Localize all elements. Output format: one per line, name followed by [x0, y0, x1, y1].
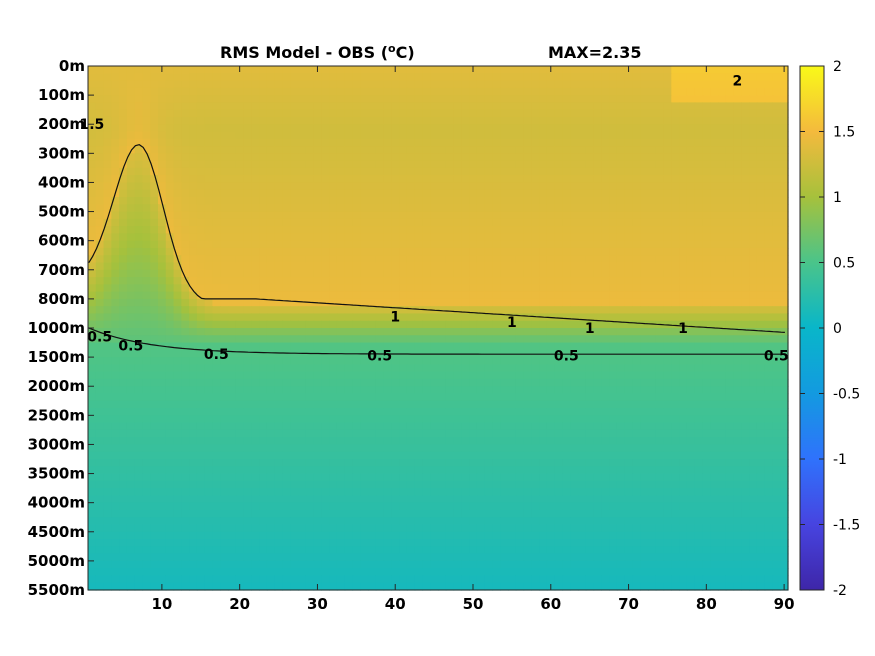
- x-axis-ticks: 10 20 30 40 50 60 70 80 90: [151, 66, 795, 613]
- y-tick-label: 1500m: [28, 348, 85, 366]
- colorbar-tick-label: 0: [833, 321, 842, 337]
- colorbar-ticks: 2 1.5 1 0.5 0 -0.5 -1 -1.5 -2: [800, 59, 860, 599]
- x-tick-label: 90: [774, 595, 795, 613]
- x-tick-label: 20: [229, 595, 250, 613]
- colorbar-tick-label: -0.5: [833, 387, 860, 403]
- y-tick-label: 0m: [59, 57, 85, 75]
- y-tick-label: 2000m: [28, 377, 85, 395]
- y-tick-label: 3500m: [28, 465, 85, 483]
- contour-label: 0.5: [367, 349, 392, 365]
- colorbar-tick-label: -1: [833, 452, 847, 468]
- contour-label: 1: [507, 315, 517, 331]
- colorbar-tick-label: -2: [833, 583, 847, 599]
- y-tick-label: 100m: [38, 86, 85, 104]
- colorbar-tick-label: -1.5: [833, 518, 860, 534]
- y-tick-label: 3000m: [28, 435, 85, 453]
- x-tick-label: 80: [696, 595, 717, 613]
- colorbar-tick-label: 1: [833, 190, 842, 206]
- y-tick-label: 200m: [38, 115, 85, 133]
- y-tick-label: 4500m: [28, 523, 85, 541]
- y-tick-label: 2500m: [28, 406, 85, 424]
- colorbar-tick-label: 0.5: [833, 256, 855, 272]
- x-tick-label: 40: [385, 595, 406, 613]
- y-tick-label: 700m: [38, 261, 85, 279]
- max-label: MAX=2.35: [548, 43, 642, 62]
- y-tick-label: 5500m: [28, 581, 85, 599]
- x-tick-label: 60: [540, 595, 561, 613]
- y-tick-label: 500m: [38, 203, 85, 221]
- contour-lines: [88, 144, 785, 355]
- x-tick-label: 70: [618, 595, 639, 613]
- contour-label: 0.5: [554, 349, 579, 365]
- x-tick-label: 30: [307, 595, 328, 613]
- contour-label: 0.5: [118, 339, 143, 355]
- contour-label: 1: [585, 321, 595, 337]
- contour-label: 1: [390, 309, 400, 325]
- contour-labels: 0.5 0.5 0.5 0.5 0.5 0.5 1 1 1 1 1.5 2: [79, 74, 788, 365]
- contour-label: 0.5: [87, 330, 112, 346]
- x-tick-label: 50: [463, 595, 484, 613]
- contour-label: 0.5: [764, 349, 789, 365]
- contour-label: 0.5: [204, 347, 229, 363]
- y-tick-label: 300m: [38, 144, 85, 162]
- y-tick-label: 5000m: [28, 552, 85, 570]
- y-tick-label: 4000m: [28, 494, 85, 512]
- y-tick-label: 400m: [38, 173, 85, 191]
- y-axis-ticks: 0m 100m 200m 300m 400m 500m 600m 700m 800m 1000m 1…: [28, 57, 94, 599]
- y-tick-label: 800m: [38, 290, 85, 308]
- colorbar-tick-label: 2: [833, 59, 842, 75]
- y-tick-label: 1000m: [28, 319, 85, 337]
- contour-label: 1: [678, 321, 688, 337]
- colorbar-tick-label: 1.5: [833, 125, 855, 141]
- x-tick-label: 10: [151, 595, 172, 613]
- y-tick-label: 600m: [38, 232, 85, 250]
- contour-label: 2: [733, 74, 743, 90]
- heatmap-field: [88, 66, 789, 591]
- contour-label: 1.5: [79, 117, 104, 133]
- chart-title: RMS Model - OBS (oC): [220, 42, 415, 62]
